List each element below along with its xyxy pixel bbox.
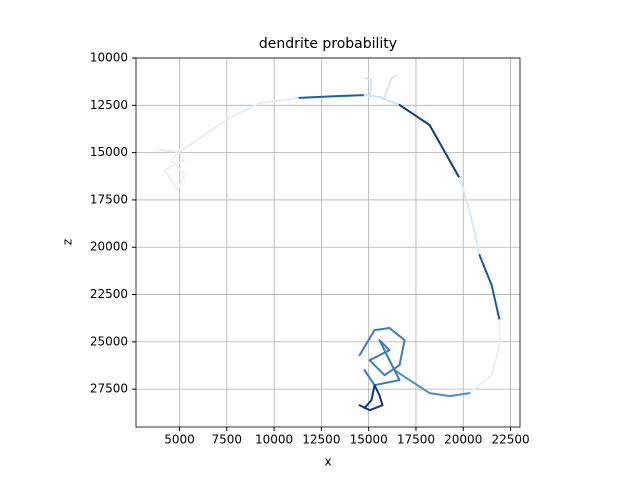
- x-tick-label: 10000: [255, 433, 293, 447]
- y-tick-label: 15000: [90, 145, 128, 159]
- chart-title: dendrite probability: [259, 36, 397, 52]
- plot-frame: [135, 57, 521, 428]
- x-axis-label: x: [324, 455, 331, 469]
- x-tick-label: 22500: [491, 433, 529, 447]
- trace: [398, 103, 461, 179]
- y-tick-label: 27500: [90, 382, 128, 396]
- trace: [393, 369, 471, 398]
- x-tick-label: 12500: [302, 433, 340, 447]
- y-tick-label: 22500: [90, 287, 128, 301]
- x-tick-label: 15000: [350, 433, 388, 447]
- trace: [298, 94, 366, 99]
- trace: [478, 254, 501, 322]
- trace: [383, 74, 397, 98]
- y-axis-label: z: [61, 239, 75, 245]
- trace: [458, 176, 481, 257]
- y-tick-label: 10000: [90, 51, 128, 65]
- y-tick-label: 25000: [90, 334, 128, 348]
- trace: [358, 384, 384, 412]
- x-tick-label: 7500: [212, 433, 243, 447]
- y-tick-label: 20000: [90, 240, 128, 254]
- trace: [364, 77, 373, 98]
- x-tick-label: 5000: [164, 433, 195, 447]
- y-tick-label: 17500: [90, 192, 128, 206]
- trace: [163, 148, 186, 192]
- trace: [468, 319, 501, 395]
- trace: [358, 327, 406, 387]
- trace: [158, 96, 301, 154]
- x-tick-label: 17500: [397, 433, 435, 447]
- x-tick-label: 20000: [444, 433, 482, 447]
- y-tick-label: 12500: [90, 98, 128, 112]
